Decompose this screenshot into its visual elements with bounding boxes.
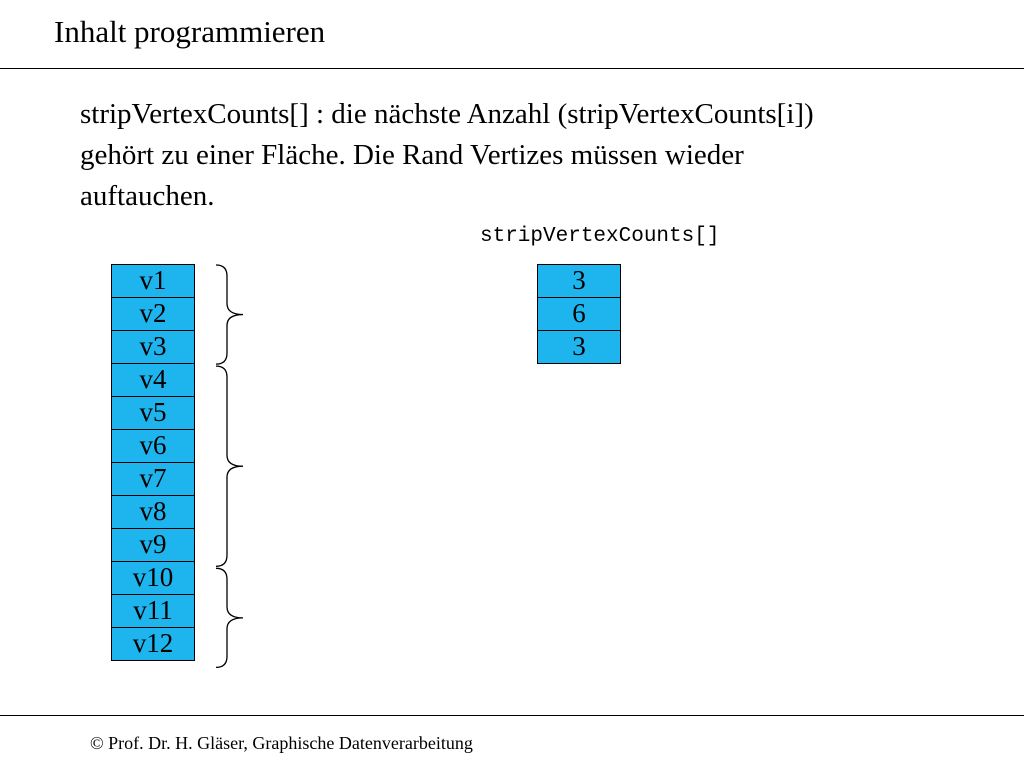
vertex-cell: v3 <box>111 331 195 364</box>
slide-title: Inhalt programmieren <box>54 14 326 49</box>
count-cell: 3 <box>537 265 621 298</box>
count-cell: 3 <box>537 331 621 364</box>
array-caption: stripVertexCounts[] <box>480 225 720 248</box>
header-divider <box>0 68 1024 69</box>
group-brace <box>215 567 244 669</box>
vertex-cell: v6 <box>111 430 195 463</box>
group-brace <box>215 365 244 567</box>
vertex-cell: v1 <box>111 265 195 298</box>
footer-credit: © Prof. Dr. H. Gläser, Graphische Datenv… <box>90 733 473 753</box>
vertex-cell: v12 <box>111 628 195 661</box>
vertex-cell: v9 <box>111 529 195 562</box>
body-text: stripVertexCounts[] : die nächste Anzahl… <box>80 94 980 217</box>
vertex-cell: v10 <box>111 562 195 595</box>
group-brace <box>215 264 244 365</box>
vertex-cell: v4 <box>111 364 195 397</box>
count-cell: 6 <box>537 298 621 331</box>
footer-divider <box>0 715 1024 716</box>
vertex-cell: v2 <box>111 298 195 331</box>
body-line: stripVertexCounts[] : die nächste Anzahl… <box>80 98 814 130</box>
vertex-cell: v11 <box>111 595 195 628</box>
vertex-cell: v8 <box>111 496 195 529</box>
vertex-cell: v7 <box>111 463 195 496</box>
vertex-array: v1 v2 v3 v4 v5 v6 v7 v8 v9 v10 v11 v12 <box>111 264 195 661</box>
body-line: auftauchen. <box>80 180 215 212</box>
vertex-cell: v5 <box>111 397 195 430</box>
body-line: gehört zu einer Fläche. Die Rand Vertize… <box>80 139 744 171</box>
